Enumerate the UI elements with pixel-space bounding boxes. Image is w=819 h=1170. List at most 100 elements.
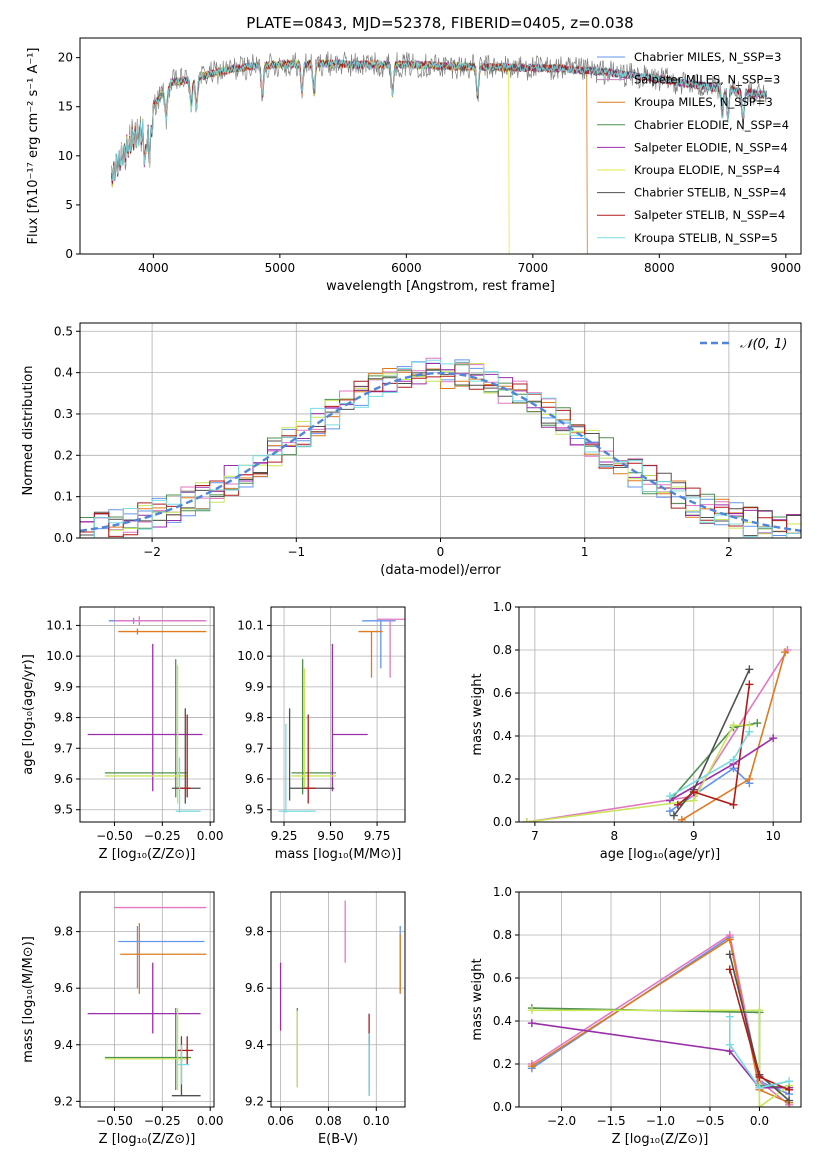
weight-marker — [522, 818, 531, 822]
y-tick-label: 9.4 — [54, 1038, 73, 1052]
x-tick-label: 7 — [531, 829, 539, 843]
y-tick-label: 10 — [58, 149, 73, 163]
x-tick-label: −0.25 — [144, 1114, 181, 1128]
error-cross-6 — [288, 708, 335, 801]
weight-marker — [673, 800, 682, 809]
y-tick-label: 9.6 — [245, 772, 264, 786]
legend-entry: Salpeter MILES, N_SSP=3 — [634, 73, 780, 87]
y-tick-label: 0.0 — [493, 1100, 512, 1114]
y-tick-label: 0.4 — [54, 366, 73, 380]
y-tick-label: 9.9 — [54, 680, 73, 694]
x-axis-label: mass [log₁₀(M/M⊙)] — [275, 847, 402, 862]
error-cross-4 — [87, 643, 203, 792]
error-cross-8 — [278, 723, 316, 813]
plot-area — [111, 51, 768, 254]
plot-area — [527, 931, 794, 1107]
x-tick-label: −0.50 — [96, 1114, 133, 1128]
axes-frame — [518, 606, 802, 823]
y-tick-label: 0.0 — [54, 531, 73, 545]
weight-marker — [665, 807, 674, 816]
error-cross-5 — [104, 1007, 190, 1091]
weight-marker — [745, 680, 754, 689]
y-tick-label: 15 — [58, 100, 73, 114]
x-tick-label: 9 — [690, 829, 698, 843]
error-cross-8 — [175, 757, 201, 813]
y-tick-label: 9.8 — [54, 711, 73, 725]
x-tick-label: 9.50 — [317, 829, 344, 843]
legend-entry: Kroupa MILES, N_SSP=3 — [634, 95, 773, 109]
y-tick-label: 9.8 — [245, 711, 264, 725]
weight-marker — [665, 792, 674, 801]
weight-line-1 — [531, 933, 790, 1106]
axes-age-vs-mass: 9.25 9.50 9.75 9.5 9.6 9.7 9.8 9.9 10.0 10.1 mass … — [237, 606, 406, 862]
plot-area — [80, 357, 801, 538]
y-tick-label: 10.1 — [237, 618, 264, 632]
legend-entry: Chabrier ELODIE, N_SSP=4 — [634, 118, 789, 132]
y-tick-label: 9.7 — [54, 741, 73, 755]
axes-frame — [79, 891, 215, 1108]
histogram-7 — [80, 362, 801, 537]
error-cross-7 — [304, 714, 316, 804]
weight-marker — [755, 1072, 764, 1081]
weight-line-5 — [531, 1009, 790, 1107]
y-axis-label: Normed distribution — [21, 366, 36, 496]
x-tick-label: −2.0 — [547, 1114, 576, 1128]
legend: 𝒩(0, 1) — [700, 337, 787, 352]
plot-area — [279, 900, 401, 1096]
weight-line-7 — [677, 684, 751, 806]
error-cross-3 — [104, 1007, 192, 1091]
weight-marker — [785, 1077, 794, 1086]
weight-marker — [745, 727, 754, 736]
x-tick-label: 8000 — [644, 261, 675, 275]
y-tick-label: 0.6 — [493, 971, 512, 985]
x-tick-label: 7000 — [518, 261, 549, 275]
error-cross-1 — [377, 618, 405, 678]
y-tick-label: 0.4 — [493, 1014, 512, 1028]
weight-line-5 — [526, 724, 750, 822]
error-cross-8 — [177, 1044, 190, 1085]
y-tick-label: 9.6 — [54, 772, 73, 786]
x-axis-label: (data-model)/error — [380, 563, 501, 578]
axes-mass-vs-ebv: 0.06 0.08 0.10 9.2 9.4 9.6 9.8 E(B-V) — [245, 891, 406, 1147]
y-tick-label: 9.6 — [245, 981, 264, 995]
weight-marker — [753, 719, 762, 728]
x-tick-label: −1 — [287, 545, 305, 559]
x-tick-label: 9.75 — [364, 829, 391, 843]
y-tick-label: 0.2 — [493, 772, 512, 786]
axes-frame — [79, 37, 802, 255]
weight-line-8 — [729, 1016, 790, 1089]
error-cross-4 — [331, 643, 368, 792]
weight-marker — [725, 1012, 734, 1021]
y-axis-label: mass [log₁₀(M/M⊙)] — [21, 936, 36, 1063]
weight-marker — [785, 1096, 794, 1105]
x-tick-label: 0.10 — [363, 1114, 390, 1128]
weight-marker — [725, 935, 734, 944]
error-cross-5 — [291, 668, 337, 789]
legend-entry: 𝒩(0, 1) — [740, 337, 787, 352]
y-tick-label: 9.5 — [54, 803, 73, 817]
y-tick-label: 9.5 — [245, 803, 264, 817]
y-tick-label: 0 — [65, 247, 73, 261]
x-tick-label: −0.25 — [144, 829, 181, 843]
y-tick-label: 0.5 — [54, 324, 73, 338]
legend-entry: Chabrier STELIB, N_SSP=4 — [634, 186, 786, 200]
weight-marker — [755, 1006, 764, 1015]
y-tick-label: 9.7 — [245, 741, 264, 755]
error-cross-1 — [114, 616, 207, 626]
error-cross-0 — [118, 925, 205, 989]
error-cross-3 — [291, 659, 337, 795]
y-axis-label: mass weight — [470, 958, 485, 1040]
weight-marker — [729, 721, 738, 730]
weight-marker — [781, 648, 790, 657]
legend-entry: Salpeter STELIB, N_SSP=4 — [634, 208, 785, 222]
x-axis-label: Z [log₁₀(Z/Z⊙)] — [99, 847, 196, 862]
y-tick-label: 0.0 — [493, 815, 512, 829]
y-tick-label: 5 — [65, 198, 73, 212]
x-tick-label: 10 — [766, 829, 781, 843]
y-axis-label: Flux [fλ10⁻¹⁷ erg cm⁻² s⁻¹ A⁻¹] — [26, 48, 41, 245]
plot-area — [278, 618, 405, 813]
weight-marker — [755, 1083, 764, 1092]
plot-area — [87, 906, 207, 1097]
x-tick-label: 8 — [611, 829, 619, 843]
plot-area — [522, 646, 792, 822]
